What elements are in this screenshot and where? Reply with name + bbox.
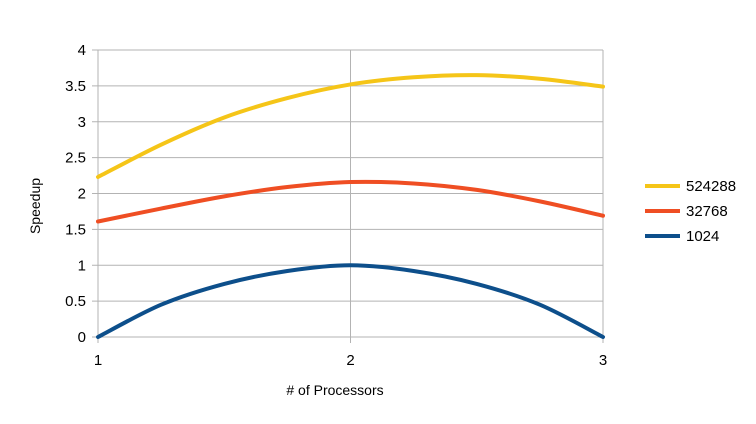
y-tick-label: 3 [78,114,86,131]
x-tick-label: 2 [346,352,354,369]
legend-label: 524288 [686,178,736,195]
y-tick-label: 4 [78,42,86,59]
series-line-524288 [96,73,605,179]
y-axis-ticks: 0 0.5 1 1.5 2 2.5 3 3.5 4 [65,42,86,346]
y-axis-title: Speedup [27,178,43,234]
y-tick-label: 1 [78,257,86,274]
series-lines [96,73,605,339]
series-line-32768 [96,179,605,224]
x-axis-title: # of Processors [286,382,383,398]
legend: 524288 32768 1024 [645,178,736,245]
x-tick-label: 3 [599,352,607,369]
x-axis-ticks: 1 2 3 [94,352,607,369]
y-tick-label: 1.5 [65,221,86,238]
series-line-1024 [96,263,605,339]
y-tick-label: 0 [78,329,86,346]
legend-label: 1024 [686,228,719,245]
legend-label: 32768 [686,203,728,220]
y-tick-label: 0.5 [65,293,86,310]
y-tick-label: 2 [78,186,86,203]
x-tick-label: 1 [94,352,102,369]
y-tick-label: 2.5 [65,150,86,167]
y-tick-label: 3.5 [65,78,86,95]
